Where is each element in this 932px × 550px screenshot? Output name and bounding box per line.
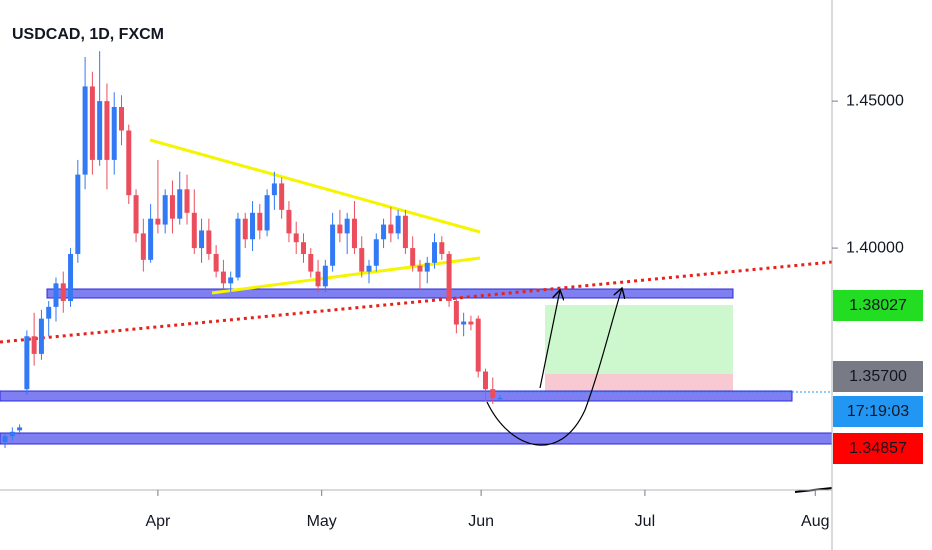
candle-body	[184, 189, 190, 213]
price-badge	[833, 290, 923, 321]
candle-body	[235, 218, 241, 278]
candle-body	[344, 218, 350, 234]
triangle-upper	[149, 138, 481, 234]
price-badge	[833, 361, 923, 392]
arrow	[539, 290, 560, 389]
candle-body	[242, 218, 248, 240]
candle-body	[359, 248, 365, 272]
candle-body	[111, 106, 117, 160]
candle-body	[213, 253, 219, 272]
x-tick-label: May	[307, 513, 337, 530]
candle-body	[38, 318, 44, 354]
candle-body	[366, 265, 372, 272]
candle-body	[315, 271, 321, 287]
x-tick-label: Aug	[801, 513, 829, 530]
candle-body	[490, 389, 496, 398]
candle-body	[271, 183, 277, 196]
candle-body	[191, 212, 197, 249]
candle-body	[417, 265, 423, 272]
price-badge-label: 17:19:03	[847, 403, 909, 420]
arrow	[486, 288, 622, 446]
price-badge-label: 1.38027	[849, 297, 907, 314]
candle-body	[126, 130, 132, 196]
candle-body	[162, 195, 168, 225]
candle-body	[432, 242, 438, 263]
candle-body	[264, 195, 270, 231]
candle-body	[388, 224, 394, 234]
candle-body	[60, 283, 66, 301]
x-tick-label: Jun	[468, 513, 494, 530]
x-tick-label: Jul	[635, 513, 655, 530]
candle-body	[402, 215, 408, 249]
candle-body	[206, 230, 212, 254]
candle-body	[2, 436, 8, 443]
candle-body	[155, 218, 161, 225]
candle-body	[199, 230, 205, 249]
candle-body	[24, 336, 30, 390]
candle-body	[293, 233, 299, 243]
candle-body	[351, 218, 357, 249]
candle-body	[220, 271, 226, 284]
price-badge	[833, 433, 923, 464]
candle-body	[322, 265, 328, 287]
candle-body	[82, 86, 88, 175]
candle-body	[133, 195, 139, 234]
triangle-lower	[211, 256, 481, 295]
price-badge-label: 1.35700	[849, 368, 907, 385]
candle-body	[148, 218, 154, 260]
candle-body	[118, 106, 124, 131]
candle-body	[250, 212, 256, 240]
candle-body	[453, 300, 459, 325]
candle-body	[31, 336, 37, 354]
candle-body	[169, 195, 175, 219]
price-badge	[833, 396, 923, 427]
candle-body	[53, 283, 59, 307]
candle-body	[68, 253, 74, 301]
candle-body	[468, 321, 474, 325]
candle-body	[497, 397, 503, 400]
candle-body	[308, 253, 314, 272]
candle-body	[475, 318, 481, 372]
candle-body	[104, 101, 110, 160]
candle-body	[424, 262, 430, 272]
target-zone	[545, 305, 733, 374]
candle-body	[97, 101, 103, 160]
candle-body	[17, 427, 23, 431]
chart-title: USDCAD, 1D, FXCM	[12, 26, 164, 43]
drawings	[0, 138, 833, 493]
candle-body	[446, 253, 452, 301]
candle-body	[410, 248, 416, 266]
candle-body	[381, 224, 387, 240]
candle-body	[286, 209, 292, 234]
candle-body	[75, 174, 81, 254]
candle-body	[439, 242, 445, 254]
candle-body	[89, 86, 95, 160]
candle-body	[482, 371, 488, 390]
x-tick-label: Apr	[145, 513, 171, 530]
candle-body	[279, 183, 285, 210]
candle-body	[373, 239, 379, 266]
candle-body	[9, 431, 15, 437]
y-tick-label: 1.45000	[846, 92, 904, 109]
candle-body	[461, 321, 467, 325]
price-badge-label: 1.34857	[849, 440, 907, 457]
candle-body	[330, 224, 336, 266]
candle-body	[257, 212, 263, 231]
candle-body	[395, 215, 401, 234]
support-zone	[0, 390, 793, 402]
candle-body	[177, 189, 183, 219]
candle-body	[46, 306, 52, 319]
resistance-zone	[46, 288, 734, 299]
candle-body	[140, 233, 146, 260]
candle-body	[300, 242, 306, 254]
candle-body	[337, 224, 343, 234]
candle-body	[228, 277, 234, 284]
y-tick-label: 1.40000	[846, 239, 904, 256]
support-zone	[0, 432, 833, 445]
